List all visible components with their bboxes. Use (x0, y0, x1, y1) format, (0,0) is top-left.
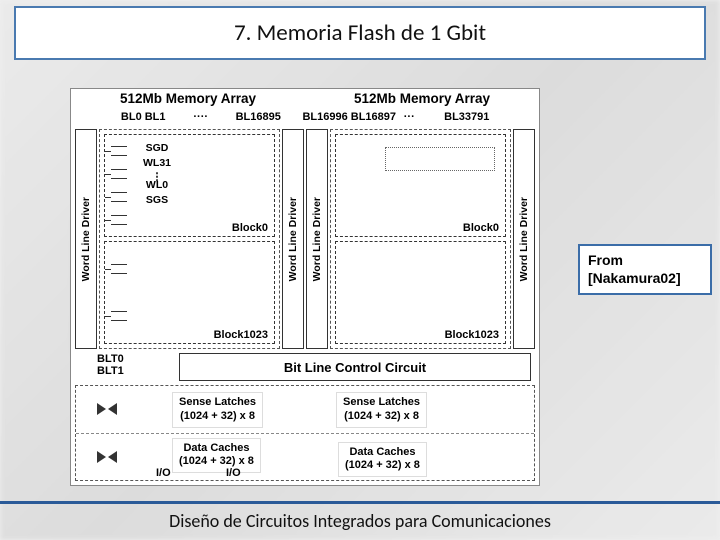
word-line-driver: Word Line Driver (75, 129, 97, 349)
mem-array-left: 512Mb Memory Array (71, 91, 305, 106)
dotted-region (385, 147, 495, 171)
io-label: I/O (156, 467, 171, 479)
block0-left: SGD WL31 ⋮ WL0 SGS Block0 (104, 134, 275, 237)
mem-array-labels: 512Mb Memory Array 512Mb Memory Array (71, 91, 539, 106)
page-title: 7. Memoria Flash de 1 Gbit (234, 19, 486, 47)
triangle-right-icon (97, 451, 106, 463)
array-left: SGD WL31 ⋮ WL0 SGS Block0 (99, 129, 280, 349)
title-box: 7. Memoria Flash de 1 Gbit (14, 6, 706, 60)
block1023-left: Block1023 (104, 241, 275, 344)
word-line-driver: Word Line Driver (306, 129, 328, 349)
citation-box: From [Nakamura02] (578, 244, 712, 295)
transistor-icon (111, 192, 127, 202)
block-label-1023: Block1023 (214, 329, 268, 341)
main-array-area: Word Line Driver SGD WL31 ⋮ WL0 SGS Bloc… (75, 129, 535, 349)
transistor-col (111, 246, 139, 339)
io-label: I/O (226, 467, 241, 479)
bl-right2: BL33791 (423, 111, 511, 123)
blt-labels: BLT0 BLT1 (97, 353, 124, 377)
triangle-right-icon (97, 403, 106, 415)
latch-symbol (76, 403, 138, 415)
word-line-driver: Word Line Driver (513, 129, 535, 349)
word-line-driver: Word Line Driver (282, 129, 304, 349)
triangle-left-icon (108, 403, 117, 415)
block1023-right: Block1023 (335, 241, 506, 344)
transistor-icon (111, 169, 127, 179)
citation-ref: [Nakamura02] (588, 270, 702, 288)
bl-dots: ···· (187, 111, 214, 123)
block0-right: Block0 (335, 134, 506, 237)
triangle-left-icon (108, 451, 117, 463)
data-cache-left: Data Caches (1024 + 32) x 8 (172, 438, 261, 474)
block-label-1023: Block1023 (445, 329, 499, 341)
latch-cache-area: Sense Latches (1024 + 32) x 8 Sense Latc… (75, 385, 535, 481)
bl-left2: BL16895 (214, 111, 302, 123)
sense-latch-left: Sense Latches (1024 + 32) x 8 (172, 392, 263, 428)
sense-latch-row: Sense Latches (1024 + 32) x 8 Sense Latc… (76, 386, 534, 434)
bitline-labels: BL0 BL1 ···· BL16895 BL16996 BL16897 ···… (99, 111, 511, 123)
mem-array-right: 512Mb Memory Array (305, 91, 539, 106)
transistor-icon (111, 215, 127, 225)
block-label-0: Block0 (232, 222, 268, 234)
flash-diagram: 512Mb Memory Array 512Mb Memory Array BL… (70, 88, 540, 486)
bl-right1: BL16996 BL16897 (302, 111, 396, 123)
footer-text: Diseño de Circuitos Integrados para Comu… (0, 510, 720, 532)
transistor-icon (111, 264, 127, 274)
data-cache-right: Data Caches (1024 + 32) x 8 (338, 442, 427, 478)
block-label-0: Block0 (463, 222, 499, 234)
citation-from: From (588, 252, 702, 270)
transistor-icon (111, 146, 127, 156)
sense-latch-right: Sense Latches (1024 + 32) x 8 (336, 392, 427, 428)
footer-rule (0, 501, 720, 504)
transistor-icon (111, 311, 127, 321)
bl-left1: BL0 BL1 (99, 111, 187, 123)
signal-labels: SGD WL31 ⋮ WL0 SGS (143, 141, 171, 208)
bl-dots2: ··· (396, 111, 423, 123)
data-cache-row: Data Caches (1024 + 32) x 8 Data Caches … (76, 434, 534, 481)
latch-symbol (76, 451, 138, 463)
array-right: Block0 Block1023 (330, 129, 511, 349)
transistor-col (111, 139, 139, 232)
bit-line-control: Bit Line Control Circuit (179, 353, 531, 381)
